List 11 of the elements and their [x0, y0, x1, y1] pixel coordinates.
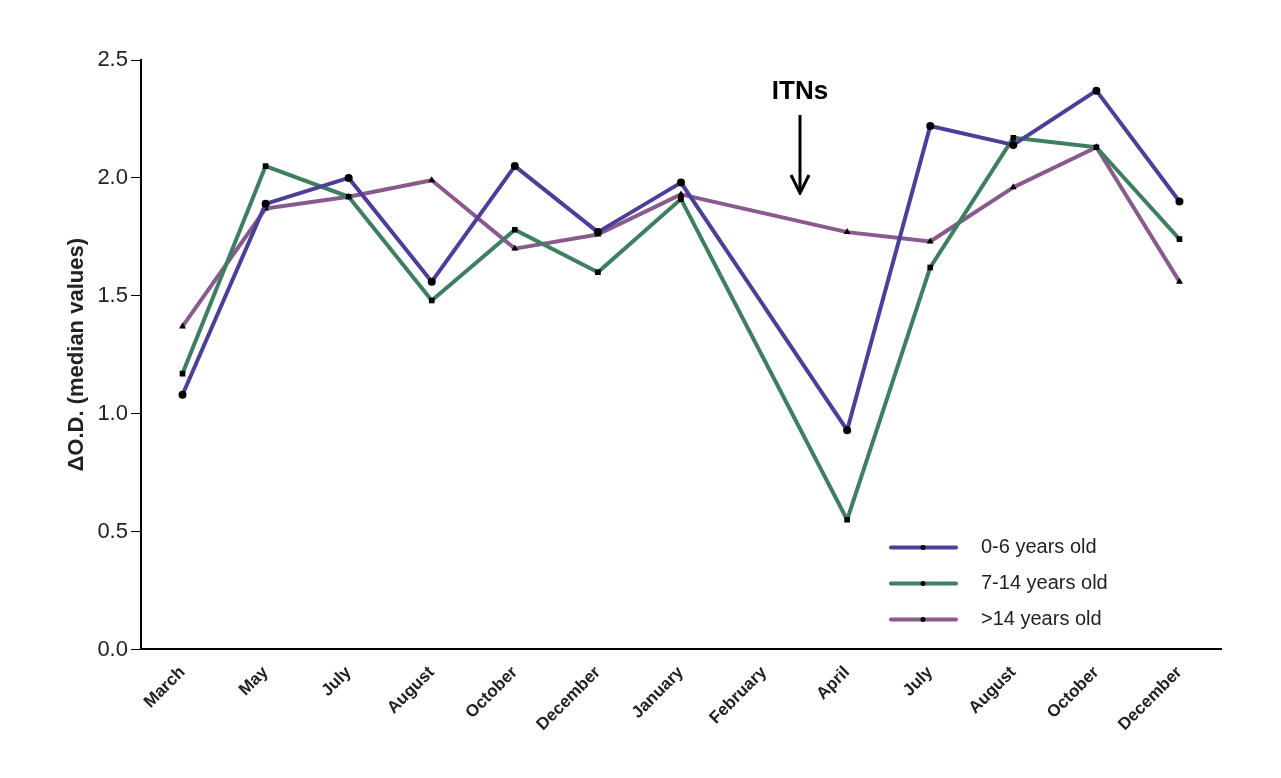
y-tick-label: 2.0 [97, 163, 128, 189]
y-tick-label: 2.5 [97, 46, 128, 72]
y-tick-label: 0.5 [97, 517, 128, 543]
y-tick-label: 0.0 [97, 635, 128, 661]
y-tick-label: 1.0 [97, 399, 128, 425]
y-tick-label: 1.5 [97, 281, 128, 307]
legend-label: 0-6 years old [981, 534, 1097, 557]
annotation: ITNs [771, 75, 829, 106]
legend-label: 7-14 years old [981, 570, 1108, 593]
y-axis-title: ΔO.D. (median values) [63, 238, 89, 472]
legend-label: >14 years old [981, 606, 1102, 629]
